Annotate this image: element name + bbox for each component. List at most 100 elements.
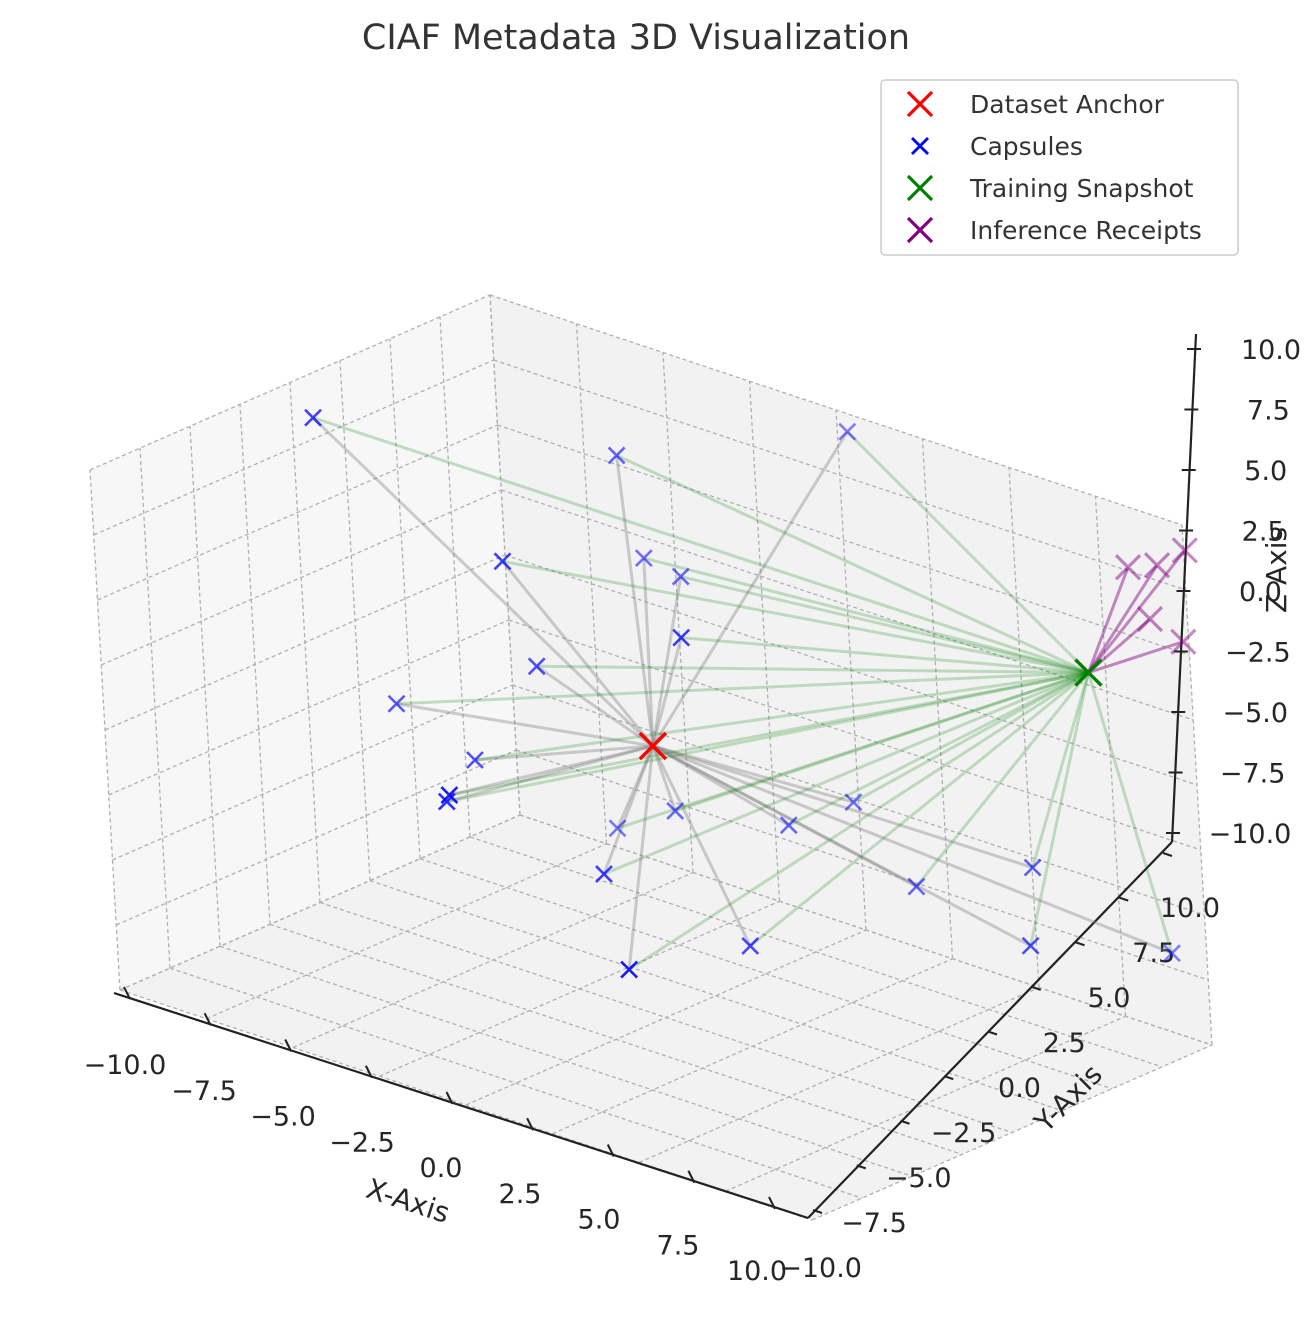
legend-box — [880, 79, 1239, 256]
grid-left-z — [93, 359, 495, 536]
anchor-capsule-link — [446, 744, 654, 804]
y-tick-label: −5.0 — [886, 1163, 952, 1194]
x-tick — [526, 1117, 535, 1131]
connection-lines — [311, 416, 1186, 971]
grid-floor-x — [725, 1015, 1126, 1192]
y-tick — [812, 1209, 823, 1214]
capsule-marker — [493, 552, 512, 571]
capsule-marker — [1163, 944, 1181, 963]
anchor-capsule-link — [616, 745, 655, 829]
y-tick-label: −7.5 — [841, 1208, 907, 1239]
anchor-capsule-link — [651, 430, 849, 747]
y-tick — [943, 1075, 954, 1081]
y-tick-label: 0.0 — [998, 1073, 1041, 1104]
grid-back-z — [493, 359, 1186, 591]
z-axis-label: Z-Axis — [1260, 527, 1293, 613]
snapshot-receipt-link — [1086, 566, 1130, 674]
anchor-capsule-link — [615, 455, 655, 747]
z-tick-label: −7.5 — [1220, 759, 1286, 790]
grid-back-x — [1008, 467, 1040, 988]
x-tick-label: 2.5 — [499, 1179, 542, 1210]
capsule-snapshot-link — [446, 671, 1089, 804]
data-markers — [304, 408, 1198, 979]
capsule-snapshot-link — [312, 416, 1089, 675]
receipt-marker — [1143, 552, 1171, 579]
legend-label: Training Snapshot — [969, 174, 1194, 203]
anchor-capsule-link — [652, 744, 1034, 870]
capsule-marker — [620, 960, 639, 979]
grid-back-z — [501, 489, 1194, 721]
anchor-marker — [638, 731, 668, 761]
capsule-marker — [838, 422, 857, 441]
anchor-capsule-link — [652, 744, 790, 827]
capsule-marker — [607, 446, 626, 465]
z-tick-label: −2.5 — [1225, 638, 1291, 669]
capsule-snapshot-link — [1029, 672, 1090, 947]
x-tick — [445, 1091, 454, 1105]
z-tick-label: −10.0 — [1209, 819, 1292, 850]
grid-floor-y — [519, 814, 1213, 1046]
x-tick-label: −2.5 — [329, 1127, 395, 1158]
anchor-capsule-link — [652, 744, 1173, 955]
capsule-snapshot-link — [474, 671, 1089, 762]
capsule-marker — [741, 937, 760, 955]
y-tick-label: 2.5 — [1043, 1028, 1086, 1059]
capsule-snapshot-link — [852, 671, 1090, 804]
grid-left-y — [139, 448, 171, 969]
x-tick — [606, 1144, 615, 1157]
capsule-snapshot-link — [603, 671, 1089, 876]
capsule-marker — [466, 751, 484, 769]
grid-lines — [89, 294, 1213, 1221]
grid-floor-y — [419, 858, 1113, 1090]
grid-back-z — [504, 554, 1198, 786]
x-tick — [364, 1065, 373, 1079]
anchor-capsule-link — [311, 416, 654, 748]
anchor-capsule-link — [652, 744, 854, 804]
grid-floor-x — [638, 986, 1040, 1164]
snapshot-receipt-link — [1087, 564, 1159, 674]
anchor-capsule-link — [642, 558, 655, 747]
anchor-capsule-link — [535, 665, 654, 748]
capsule-snapshot-link — [449, 671, 1089, 797]
anchor-capsule-link — [474, 744, 654, 762]
snapshot-marker — [1074, 658, 1103, 687]
grid-left-z — [97, 424, 498, 601]
legend-marker — [906, 174, 934, 202]
receipt-marker — [1171, 537, 1198, 564]
x-tick — [123, 986, 131, 1000]
anchor-capsule-link — [396, 702, 654, 748]
capsule-marker — [779, 816, 798, 835]
x-tick — [687, 1170, 696, 1184]
x-tick-label: 5.0 — [578, 1205, 621, 1236]
capsule-marker — [608, 819, 627, 838]
anchor-capsule-link — [501, 560, 655, 747]
capsule-snapshot-link — [846, 430, 1090, 674]
grid-back-x — [921, 438, 954, 959]
y-tick — [1162, 852, 1173, 857]
grid-floor-y — [369, 880, 1063, 1112]
y-tick-label: 5.0 — [1088, 983, 1131, 1014]
x-tick-label: 0.0 — [420, 1153, 463, 1184]
receipt-marker — [1114, 554, 1142, 581]
grid-left-y — [389, 338, 421, 859]
y-tick — [856, 1164, 867, 1170]
capsule-marker — [1021, 936, 1040, 955]
legend-label: Inference Receipts — [970, 216, 1202, 245]
capsule-snapshot-link — [396, 671, 1089, 706]
capsule-snapshot-link — [915, 671, 1090, 888]
x-tick-label: −7.5 — [171, 1076, 237, 1107]
capsule-snapshot-link — [1086, 672, 1174, 954]
capsule-snapshot-link — [536, 664, 1089, 675]
grid-left-z — [108, 619, 510, 796]
grid-back-z — [489, 294, 1183, 526]
receipt-marker — [1170, 628, 1197, 655]
snapshot-receipt-link — [1087, 640, 1184, 675]
grid-floor-x — [552, 958, 953, 1135]
z-tick-label: 2.5 — [1242, 517, 1285, 548]
y-tick-label: −2.5 — [931, 1118, 997, 1149]
anchor-capsule-link — [627, 745, 655, 970]
anchor-capsule-link — [652, 744, 918, 888]
capsule-marker — [671, 567, 690, 586]
legend-label: Capsules — [970, 132, 1083, 161]
anchor-capsule-link — [651, 745, 752, 947]
